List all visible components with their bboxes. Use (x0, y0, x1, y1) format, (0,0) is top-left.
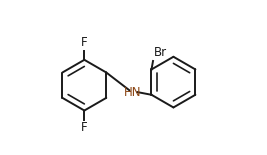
Text: Br: Br (154, 46, 167, 60)
Text: F: F (81, 36, 88, 49)
Text: HN: HN (124, 86, 142, 99)
Text: F: F (81, 121, 88, 134)
